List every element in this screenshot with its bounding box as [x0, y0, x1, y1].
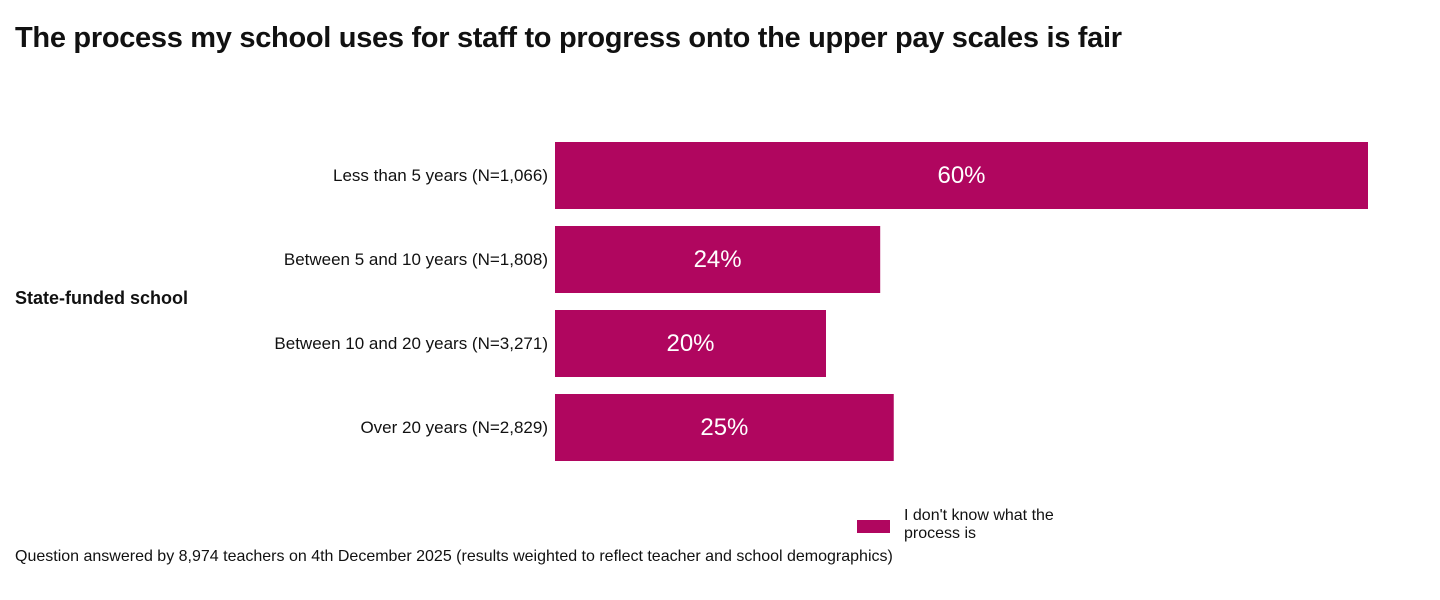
chart-title: The process my school uses for staff to …: [15, 22, 1122, 54]
footnote: Question answered by 8,974 teachers on 4…: [15, 548, 893, 565]
legend-swatch: [857, 520, 890, 533]
category-label: Less than 5 years (N=1,066): [333, 166, 548, 185]
data-label: 20%: [666, 330, 714, 357]
data-label: 25%: [700, 414, 748, 441]
bar: [555, 142, 1368, 209]
data-label: 24%: [694, 246, 742, 273]
legend-label: I don't know what the process is: [904, 507, 1054, 542]
bar: [555, 394, 894, 461]
category-label: Over 20 years (N=2,829): [360, 418, 548, 437]
data-label: 60%: [937, 162, 985, 189]
bar: [555, 226, 881, 293]
category-label: Between 5 and 10 years (N=1,808): [284, 250, 548, 269]
group-label: State-funded school: [15, 288, 189, 308]
bar: [555, 310, 826, 377]
category-label: Between 10 and 20 years (N=3,271): [274, 334, 548, 353]
bars-layer: Less than 5 years (N=1,066) 60% Between 5 …: [274, 142, 1368, 461]
legend: I don't know what the process is: [857, 507, 1084, 543]
